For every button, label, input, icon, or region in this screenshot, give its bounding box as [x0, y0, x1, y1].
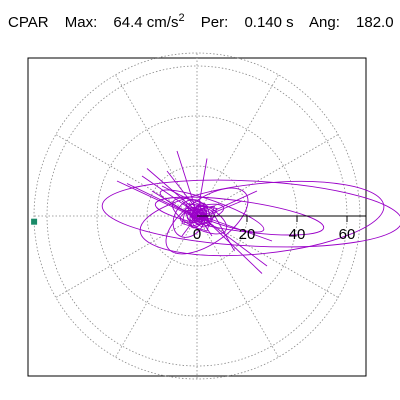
- grid-spoke-210: [55, 215, 198, 298]
- radial-tick-label-60: 60: [339, 226, 356, 243]
- grid-spoke-330: [196, 215, 339, 298]
- grid-spoke-240: [115, 215, 198, 358]
- orbit-loop-0: [101, 179, 400, 248]
- radial-tick-label-20: 20: [239, 226, 256, 243]
- core-loop-13: [186, 209, 210, 222]
- trace-stroke-8: [161, 185, 235, 252]
- grid-spoke-300: [196, 215, 279, 358]
- core-loop-10: [194, 211, 203, 220]
- max-marker-layer: [31, 218, 38, 225]
- core-loop-8: [191, 204, 205, 227]
- radial-tick-label-40: 40: [289, 226, 306, 243]
- grid-spoke-30: [196, 134, 339, 217]
- core-loop-9: [189, 202, 208, 229]
- period-value: 0.140 s: [244, 14, 294, 31]
- component-label: CPAR: [8, 14, 49, 31]
- trace-stroke-9: [181, 200, 218, 232]
- core-loop-3: [188, 206, 209, 225]
- angle-label: Ang:: [309, 14, 340, 31]
- angle-value: 182.0: [356, 14, 394, 31]
- core-loop-11: [192, 210, 205, 221]
- orbit-loop-3: [165, 187, 249, 255]
- period-label: Per:: [200, 14, 229, 31]
- max-unit-exponent: 2: [178, 12, 185, 24]
- grid-spoke-120: [115, 74, 198, 217]
- trace-stroke-10: [183, 205, 213, 227]
- radial-axis: 20 40 60 0: [193, 215, 366, 243]
- max-readout: 64.4 cm/s2: [113, 12, 185, 31]
- grid-spoke-150: [55, 134, 198, 217]
- core-loop-12: [189, 209, 208, 222]
- orbit-loop-1: [139, 180, 385, 257]
- max-direction-marker: [31, 218, 38, 225]
- grid-spoke-60: [196, 74, 279, 217]
- max-label: Max:: [64, 14, 98, 31]
- chart-header: CPAR Max: 64.4 cm/s2 Per: 0.140 s Ang: 1…: [8, 12, 400, 31]
- radial-tick-label-0: 0: [193, 226, 201, 243]
- max-value: 64.4 cm/s: [113, 14, 179, 31]
